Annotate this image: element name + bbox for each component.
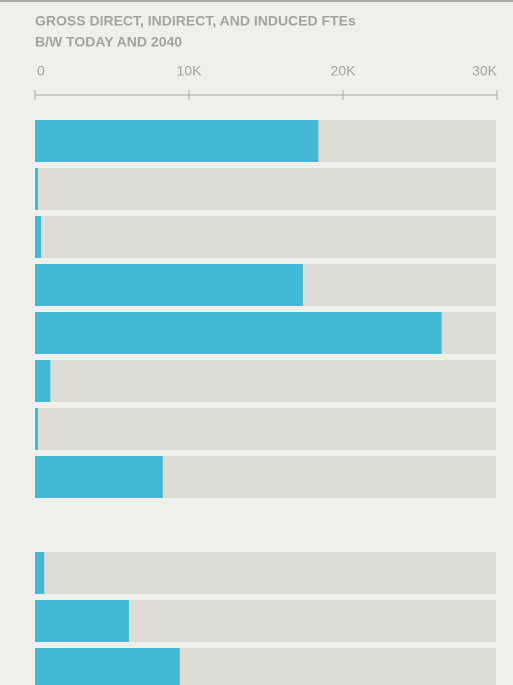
- bar-track: [35, 552, 496, 594]
- chart-title: B/W TODAY AND 2040: [35, 34, 182, 50]
- bar-track: [35, 168, 496, 210]
- bar: [35, 168, 39, 210]
- bar: [35, 216, 42, 258]
- bar-track: [35, 216, 496, 258]
- x-tick-label: 10K: [177, 63, 203, 79]
- x-tick-label: 30K: [472, 63, 498, 79]
- bar: [35, 120, 319, 162]
- bar: [35, 552, 45, 594]
- bar: [35, 360, 51, 402]
- bar: [35, 456, 163, 498]
- bar: [35, 312, 442, 354]
- bar-track: [35, 360, 496, 402]
- x-tick-label: 20K: [331, 63, 357, 79]
- bar: [35, 600, 129, 642]
- bar-track: [35, 408, 496, 450]
- x-tick-label: 0: [37, 63, 45, 79]
- bar: [35, 648, 180, 685]
- chart-title: GROSS DIRECT, INDIRECT, AND INDUCED FTEs: [35, 13, 356, 29]
- bar: [35, 408, 39, 450]
- bar: [35, 264, 303, 306]
